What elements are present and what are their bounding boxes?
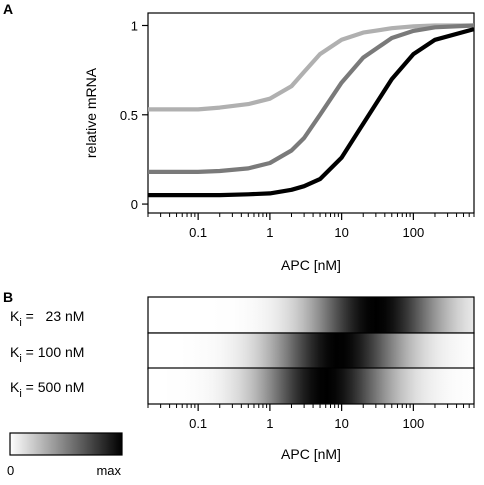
row-label-prefix: K (10, 344, 20, 360)
panel-a-series (148, 23, 475, 198)
x-tick-label: 1 (266, 225, 273, 240)
panel-b-x-label: APC [nM] (281, 446, 341, 462)
heatmap-row-1 (147, 296, 475, 334)
y-tick-label: 0.5 (120, 108, 138, 123)
y-tick-label: 0 (131, 197, 138, 212)
row-label-subscript: i (19, 317, 21, 329)
heatmap-row-label: Ki = 100 nM (10, 344, 84, 365)
x-tick-label: 100 (403, 225, 425, 240)
series-line-1 (148, 23, 474, 112)
panel-a-y-label: relative mRNA (83, 67, 99, 158)
panel-a-letter: A (3, 1, 13, 17)
series-line-2 (148, 23, 475, 174)
colorbar (9, 432, 123, 456)
heatmap-row-3 (147, 367, 475, 405)
panel-a-chart: 00.51 0.1 1 10 100 (120, 12, 475, 240)
panel-a-x-axis: 0.1 1 10 100 (147, 213, 475, 240)
x-tick-label: 1 (266, 416, 273, 431)
heatmap-row-2 (147, 332, 475, 370)
panel-a-y-axis: 00.51 (120, 19, 148, 212)
x-tick-label: 10 (334, 225, 348, 240)
row-label-subscript: i (19, 388, 21, 400)
panel-a-plot-frame (147, 12, 475, 214)
row-label-subscript: i (19, 353, 21, 365)
row-label-prefix: K (10, 379, 20, 395)
x-tick-label: 0.1 (189, 416, 207, 431)
panel-a-x-label: APC [nM] (281, 257, 341, 273)
colorbar-min-label: 0 (7, 463, 14, 478)
row-label-value: = 500 nM (22, 379, 85, 395)
heatmap-row-label: Ki = 500 nM (10, 379, 84, 400)
heatmap-row-label: Ki = 23 nM (10, 308, 84, 329)
series-line-3 (148, 27, 475, 198)
panel-b-x-axis: 0.1 1 10 100 (147, 404, 475, 431)
colorbar-max-label: max (96, 463, 121, 478)
y-tick-label: 1 (131, 19, 138, 34)
panel-b-letter: B (3, 289, 13, 305)
row-label-prefix: K (10, 308, 20, 324)
x-tick-label: 100 (403, 416, 425, 431)
panel-b-heatmap (147, 296, 475, 405)
row-label-value: = 100 nM (22, 344, 85, 360)
x-tick-label: 10 (334, 416, 348, 431)
x-tick-label: 0.1 (189, 225, 207, 240)
row-label-value: = 23 nM (22, 308, 85, 324)
